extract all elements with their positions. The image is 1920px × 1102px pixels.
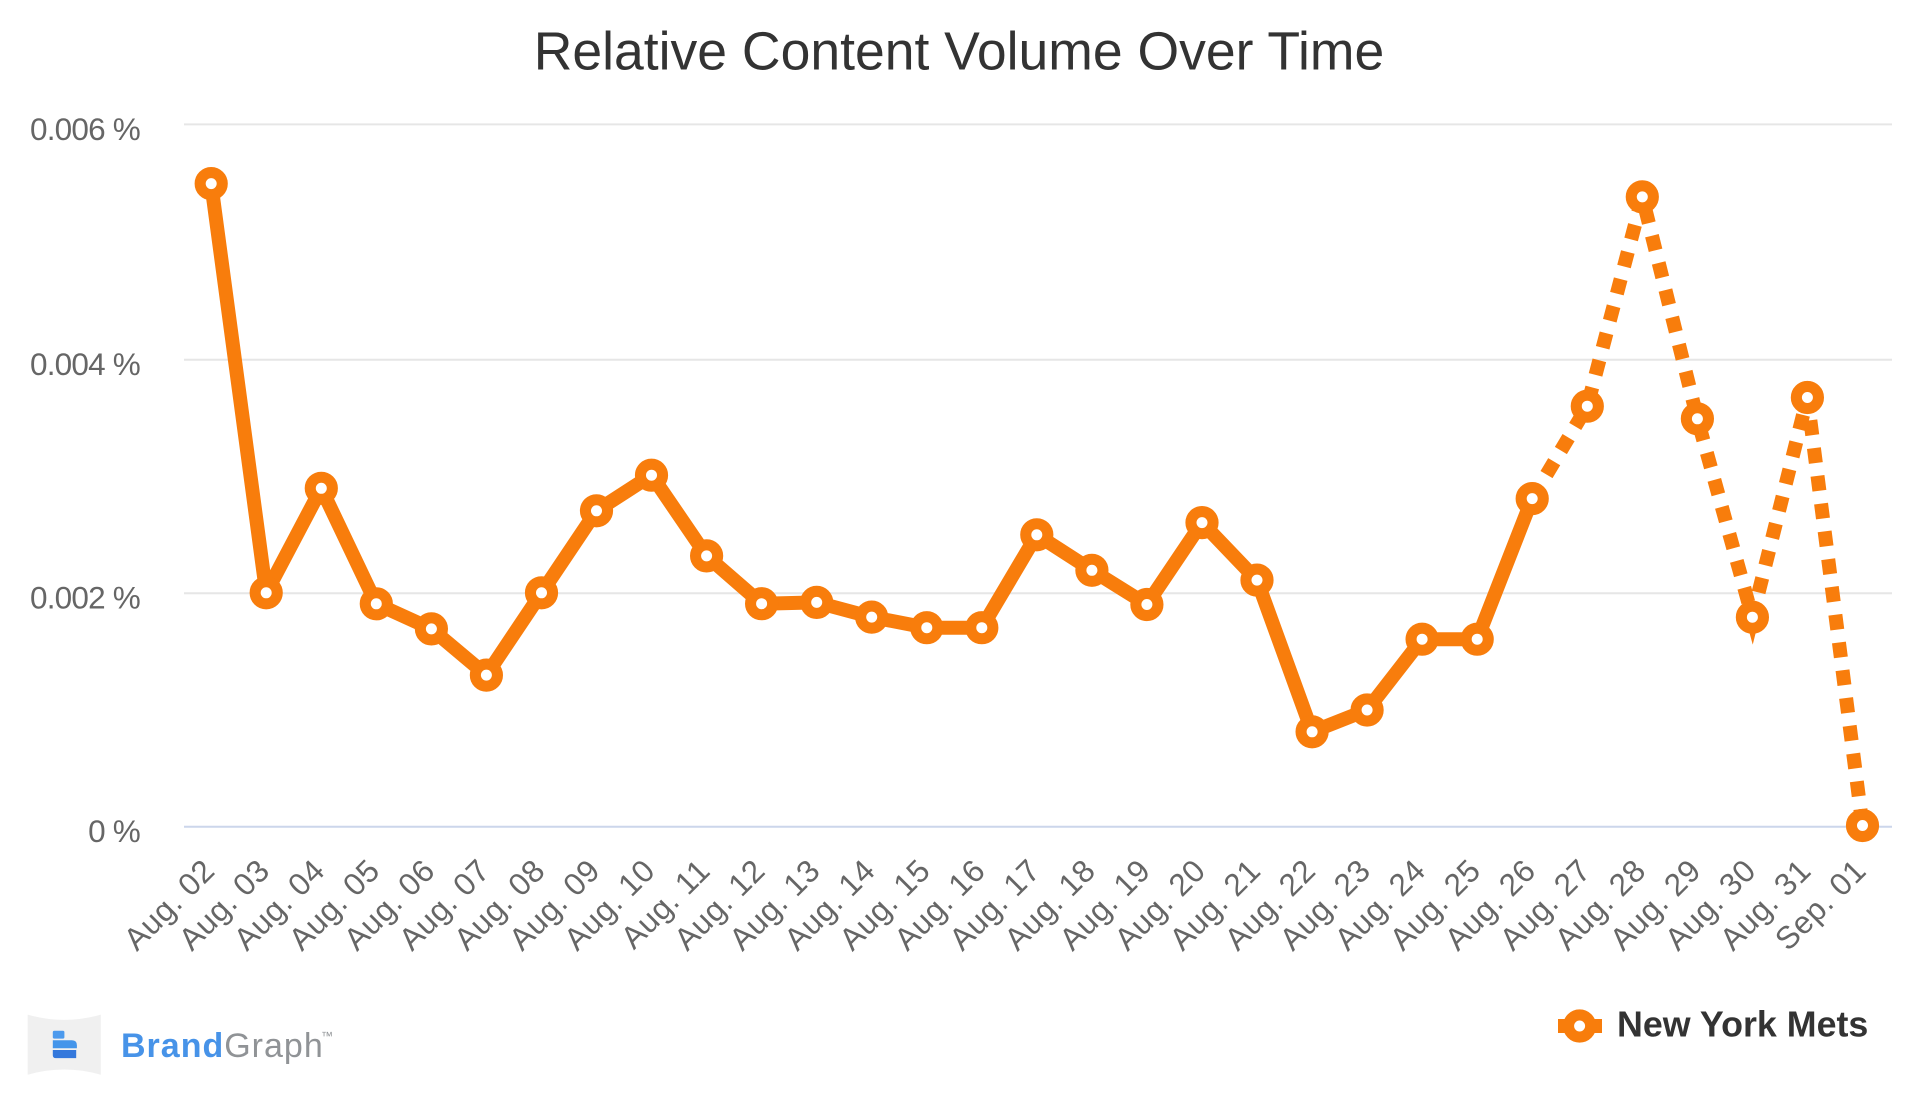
svg-text:Relative Content Volume Over T: Relative Content Volume Over Time (534, 23, 1384, 82)
svg-text:0 %: 0 % (88, 813, 140, 849)
svg-text:0.002 %: 0.002 % (30, 580, 140, 616)
svg-text:BrandGraph: BrandGraph (121, 1027, 324, 1065)
svg-text:New York Mets: New York Mets (1617, 1005, 1868, 1045)
svg-text:0.006 %: 0.006 % (30, 111, 140, 147)
svg-text:™: ™ (321, 1029, 333, 1043)
svg-text:0.004 %: 0.004 % (30, 346, 140, 382)
